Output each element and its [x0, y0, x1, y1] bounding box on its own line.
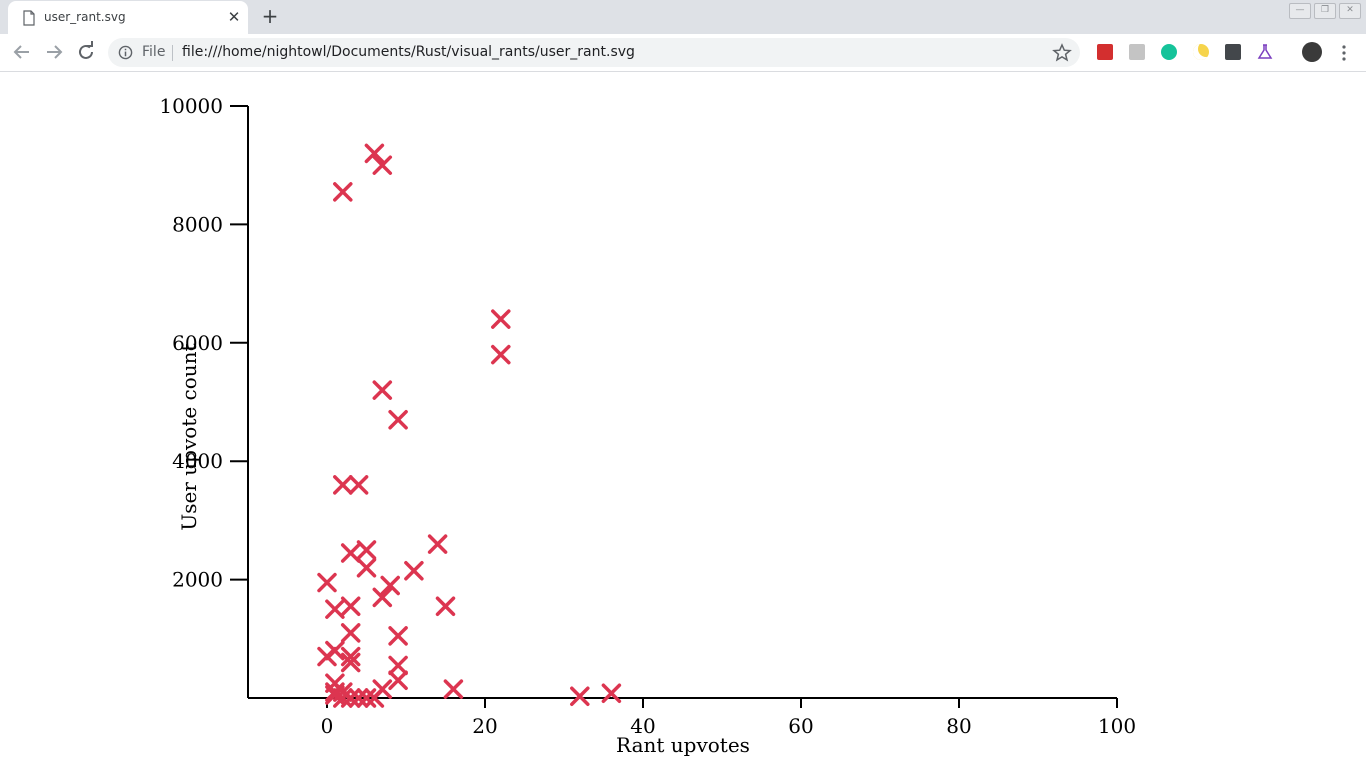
- x-tick-label: 80: [946, 714, 971, 738]
- data-point: [601, 683, 622, 704]
- y-tick-label: 8000: [172, 212, 223, 236]
- data-point: [356, 540, 377, 560]
- data-point: [340, 652, 361, 673]
- data-point: [491, 309, 511, 329]
- y-tick-label: 6000: [172, 331, 223, 355]
- minimize-icon[interactable]: —: [1289, 3, 1311, 19]
- x-tick-label: 60: [788, 714, 813, 738]
- data-point: [388, 410, 408, 430]
- y-tick-label: 4000: [172, 449, 223, 473]
- x-tick-label: 0: [321, 714, 334, 738]
- data-point: [348, 688, 369, 708]
- x-axis-label: Rant upvotes: [616, 733, 750, 757]
- data-point: [356, 558, 377, 578]
- data-point: [364, 688, 385, 708]
- selenium-icon[interactable]: [1225, 44, 1241, 60]
- address-bar[interactable]: File file:///home/nightowl/Documents/Rus…: [108, 38, 1080, 67]
- data-point: [317, 646, 337, 667]
- tab-user-rant[interactable]: user_rant.svg ✕: [8, 1, 248, 34]
- data-points: [317, 143, 622, 708]
- data-point: [491, 344, 511, 365]
- omnibox-separator: [172, 45, 173, 61]
- axes: 0 20 40 60 80 100 2000 4000 6000 8000 10000: [159, 94, 1136, 738]
- bookmark-star-icon[interactable]: [1052, 43, 1072, 63]
- url-text[interactable]: file:///home/nightowl/Documents/Rust/vis…: [182, 44, 635, 60]
- y-tick-label: 10000: [159, 94, 223, 118]
- lab-flask-icon[interactable]: [1257, 44, 1273, 60]
- window-close-icon[interactable]: ✕: [1339, 3, 1361, 19]
- data-point: [340, 543, 361, 563]
- data-point: [340, 623, 361, 643]
- data-point: [340, 688, 361, 708]
- data-point: [570, 686, 590, 706]
- data-point: [372, 380, 393, 400]
- info-icon[interactable]: [118, 45, 133, 60]
- x-tick-label: 40: [630, 714, 655, 738]
- data-point: [380, 575, 400, 596]
- back-arrow-icon[interactable]: [10, 40, 34, 64]
- data-point: [340, 596, 361, 616]
- data-point: [372, 155, 393, 175]
- data-point: [427, 534, 448, 554]
- restore-icon[interactable]: ❐: [1314, 3, 1336, 19]
- y-axis-label: User upvote count: [177, 343, 201, 530]
- data-point: [356, 688, 377, 708]
- data-point: [317, 572, 337, 593]
- reload-icon[interactable]: [74, 40, 98, 64]
- night-mode-icon[interactable]: [1193, 44, 1209, 60]
- tab-strip: user_rant.svg ✕ + — ❐ ✕: [0, 0, 1366, 34]
- profile-avatar[interactable]: [1302, 42, 1322, 62]
- x-tick-label: 20: [472, 714, 497, 738]
- tab-title: user_rant.svg: [44, 10, 126, 24]
- lastpass-icon[interactable]: [1097, 44, 1113, 60]
- data-point: [364, 143, 385, 164]
- y-tick-label: 2000: [172, 568, 223, 592]
- tab-close-icon[interactable]: ✕: [227, 8, 241, 26]
- google-translate-icon[interactable]: [1129, 44, 1145, 60]
- browser-toolbar: File file:///home/nightowl/Documents/Rus…: [0, 34, 1366, 72]
- data-point: [435, 596, 456, 616]
- data-point: [388, 655, 408, 676]
- forward-arrow-icon[interactable]: [42, 40, 66, 64]
- x-tick-label: 100: [1098, 714, 1136, 738]
- data-point: [348, 475, 369, 495]
- scatter-chart: 0 20 40 60 80 100 2000 4000 6000 8000 10000 Rant u…: [159, 94, 1136, 757]
- data-point: [325, 599, 345, 619]
- menu-dots-icon[interactable]: [1336, 44, 1352, 62]
- data-point: [443, 679, 464, 699]
- new-tab-button[interactable]: +: [261, 4, 279, 28]
- data-point: [333, 182, 353, 202]
- data-point: [388, 626, 408, 646]
- data-point: [333, 475, 353, 495]
- document-icon: [23, 10, 35, 26]
- data-point: [372, 587, 393, 608]
- grammarly-icon[interactable]: [1161, 44, 1177, 60]
- data-point: [404, 560, 424, 581]
- data-point: [333, 688, 353, 708]
- data-point: [340, 646, 361, 667]
- scheme-label: File: [142, 44, 166, 60]
- data-point: [388, 670, 408, 690]
